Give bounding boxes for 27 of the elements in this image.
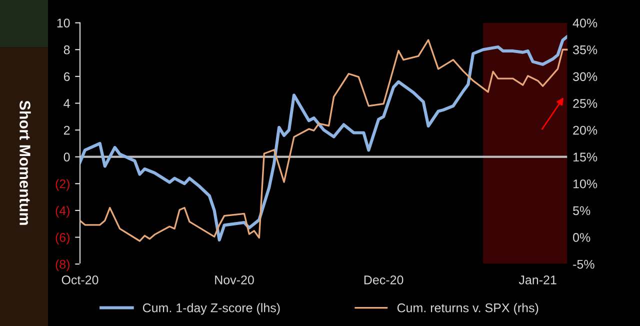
x-tick-label: Dec-20: [364, 276, 404, 284]
y-tick-label: 4: [64, 99, 70, 108]
y-axis-title: Short Momentum: [20, 100, 31, 225]
legend-label: Cum. returns v. SPX (rhs): [397, 303, 538, 315]
y2-tick-label: 30%: [573, 72, 598, 82]
x-tick-label: Jan-21: [518, 276, 556, 284]
y2-tick-label: -5%: [573, 260, 594, 269]
y2-tick-label: 35%: [573, 45, 598, 54]
y-tick-label: (6): [56, 232, 70, 244]
y2-tick-label: 5%: [573, 206, 590, 216]
x-tick-label: Oct-20: [62, 276, 98, 284]
y-tick-label: (2): [56, 179, 70, 191]
x-tick-label: Nov-20: [215, 276, 254, 284]
y2-tick-label: 20%: [573, 126, 598, 135]
y2-tick-label: 25%: [573, 99, 598, 108]
y-tick-label: 6: [64, 72, 70, 82]
y-tick-label: 2: [64, 126, 70, 135]
y2-tick-label: 10%: [573, 179, 598, 188]
y-tick-label: 10: [57, 18, 70, 28]
y-tick-label: 0: [64, 152, 70, 162]
y2-tick-label: 15%: [573, 152, 598, 162]
legend-label: Cum. 1-day Z-score (lhs): [142, 303, 280, 315]
y-tick-label: (4): [56, 206, 70, 218]
y-tick-label: (8): [56, 260, 70, 272]
y2-tick-label: 40%: [572, 18, 598, 28]
y-tick-label: 8: [64, 45, 70, 54]
y2-tick-label: 0%: [573, 233, 590, 242]
